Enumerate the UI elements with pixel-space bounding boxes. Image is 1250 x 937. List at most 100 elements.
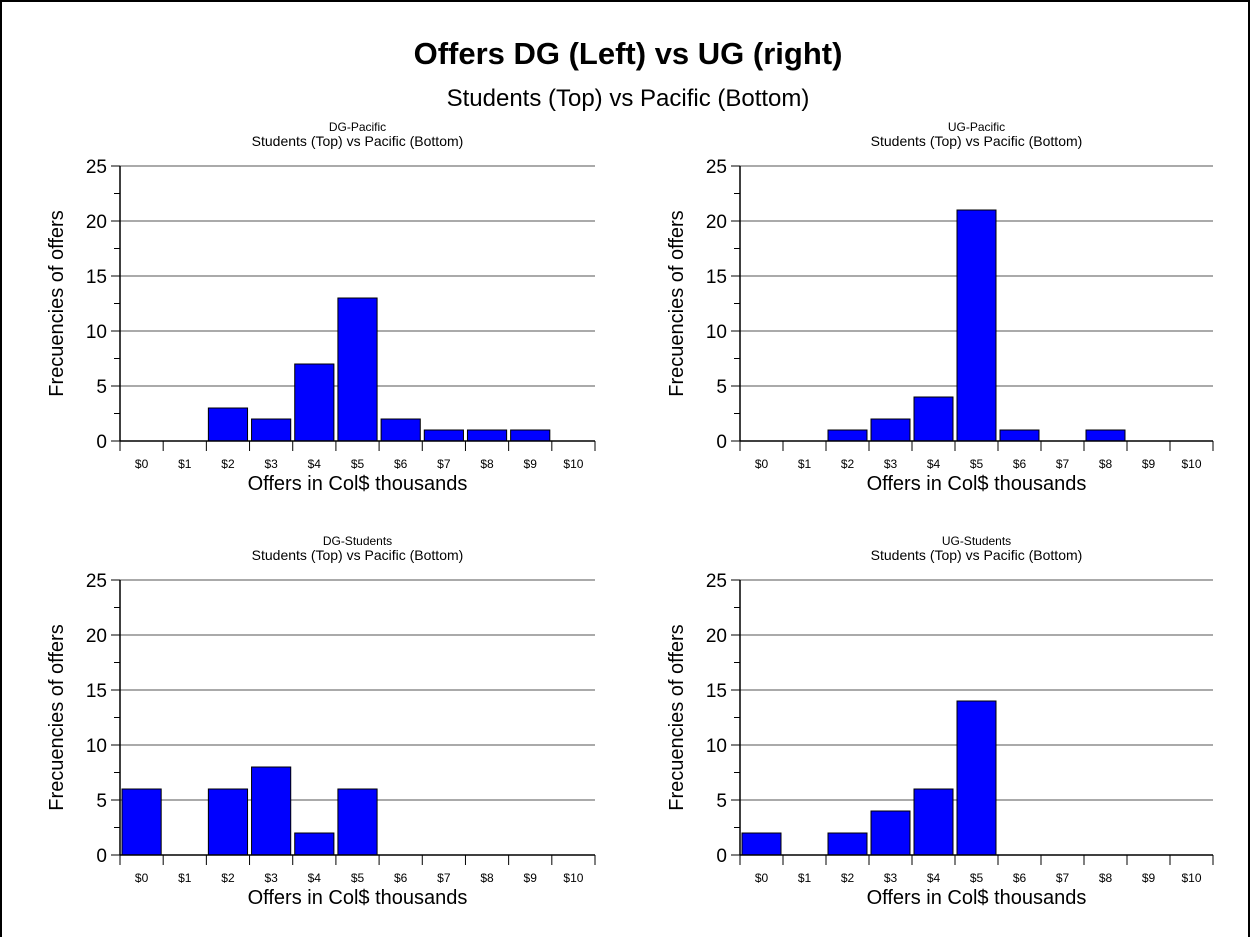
y-tick-label: 25	[86, 157, 107, 178]
bar-0	[121, 788, 162, 856]
bar-7	[423, 429, 464, 442]
y-tick-label: 5	[96, 791, 107, 812]
x-tick-label: $7	[1056, 871, 1070, 885]
y-tick-label: 15	[86, 681, 107, 702]
x-tick-label: $6	[394, 457, 408, 471]
bar-0	[741, 832, 782, 856]
y-tick-label: 20	[86, 626, 107, 647]
x-tick-label: $6	[1013, 457, 1027, 471]
x-tick-label: $9	[1142, 871, 1156, 885]
x-axis-label: Offers in Col$ thousands	[248, 473, 468, 495]
bar-8	[466, 429, 508, 442]
x-tick-label: $4	[927, 457, 941, 471]
x-tick-label: $4	[927, 871, 941, 885]
y-tick-label: 25	[706, 571, 727, 592]
x-tick-label: $1	[798, 871, 812, 885]
x-tick-label: $8	[480, 871, 494, 885]
bar-3	[251, 418, 292, 442]
x-tick-label: $6	[1013, 871, 1027, 885]
x-tick-label: $2	[841, 457, 855, 471]
y-tick-label: 10	[706, 322, 727, 343]
y-tick-label: 0	[716, 846, 727, 867]
x-tick-label: $8	[1099, 871, 1113, 885]
x-tick-label: $1	[178, 871, 192, 885]
x-tick-label: $10	[1181, 457, 1201, 471]
x-tick-label: $0	[135, 457, 149, 471]
y-tick-label: 20	[86, 212, 107, 233]
x-tick-label: $3	[884, 871, 898, 885]
x-tick-label: $0	[135, 871, 149, 885]
y-tick-label: 10	[706, 736, 727, 757]
x-tick-label: $8	[480, 457, 494, 471]
panel-title: DG-Pacific	[329, 120, 386, 134]
x-tick-label: $0	[755, 871, 769, 885]
bar-3	[870, 810, 911, 856]
y-axis-label: Frecuencies of offers	[666, 210, 688, 396]
x-tick-label: $7	[1056, 457, 1070, 471]
x-tick-label: $4	[308, 871, 322, 885]
bar-4	[294, 832, 335, 856]
y-tick-label: 0	[716, 432, 727, 453]
bar-3	[870, 418, 911, 442]
x-axis-label: Offers in Col$ thousands	[867, 473, 1087, 495]
y-tick-label: 15	[86, 267, 107, 288]
bar-3	[251, 766, 292, 856]
x-tick-label: $3	[884, 457, 898, 471]
x-tick-label: $0	[755, 457, 769, 471]
x-tick-label: $1	[798, 457, 812, 471]
x-tick-label: $3	[264, 871, 278, 885]
bar-5	[956, 209, 997, 442]
y-tick-label: 0	[96, 846, 107, 867]
panel-title: UG-Pacific	[948, 120, 1005, 134]
bar-2	[827, 429, 868, 442]
x-tick-label: $7	[437, 457, 451, 471]
x-axis-label: Offers in Col$ thousands	[867, 887, 1087, 909]
figure-subtitle: Students (Top) vs Pacific (Bottom)	[447, 85, 810, 112]
x-tick-label: $9	[524, 871, 538, 885]
x-tick-label: $10	[1181, 871, 1201, 885]
x-tick-label: $8	[1099, 457, 1113, 471]
x-tick-label: $2	[221, 457, 235, 471]
bar-6	[999, 429, 1040, 442]
y-tick-label: 10	[86, 736, 107, 757]
x-tick-label: $5	[351, 871, 365, 885]
x-tick-label: $7	[437, 871, 451, 885]
panel-title: DG-Students	[323, 534, 392, 548]
bar-2	[207, 788, 249, 856]
x-tick-label: $1	[178, 457, 192, 471]
bar-2	[207, 407, 249, 442]
y-tick-label: 20	[706, 212, 727, 233]
x-tick-label: $10	[563, 457, 583, 471]
bar-2	[827, 832, 868, 856]
panel-subtitle: Students (Top) vs Pacific (Bottom)	[871, 133, 1083, 149]
y-tick-label: 20	[706, 626, 727, 647]
y-tick-label: 15	[706, 267, 727, 288]
bar-5	[337, 297, 378, 442]
y-tick-label: 10	[86, 322, 107, 343]
y-tick-label: 5	[716, 377, 727, 398]
x-tick-label: $6	[394, 871, 408, 885]
y-tick-label: 0	[96, 432, 107, 453]
bar-8	[1085, 429, 1126, 442]
bar-4	[913, 396, 954, 442]
bar-4	[913, 788, 954, 856]
y-tick-label: 5	[96, 377, 107, 398]
bar-6	[380, 418, 421, 442]
figure-title: Offers DG (Left) vs UG (right)	[414, 36, 843, 71]
x-tick-label: $2	[221, 871, 235, 885]
x-tick-label: $5	[970, 871, 984, 885]
bar-5	[337, 788, 378, 856]
x-tick-label: $10	[563, 871, 583, 885]
bar-5	[956, 700, 997, 856]
x-tick-label: $5	[351, 457, 365, 471]
y-axis-label: Frecuencies of offers	[666, 624, 688, 810]
panel-title: UG-Students	[942, 534, 1011, 548]
bar-4	[294, 363, 335, 442]
panel-subtitle: Students (Top) vs Pacific (Bottom)	[252, 547, 464, 563]
